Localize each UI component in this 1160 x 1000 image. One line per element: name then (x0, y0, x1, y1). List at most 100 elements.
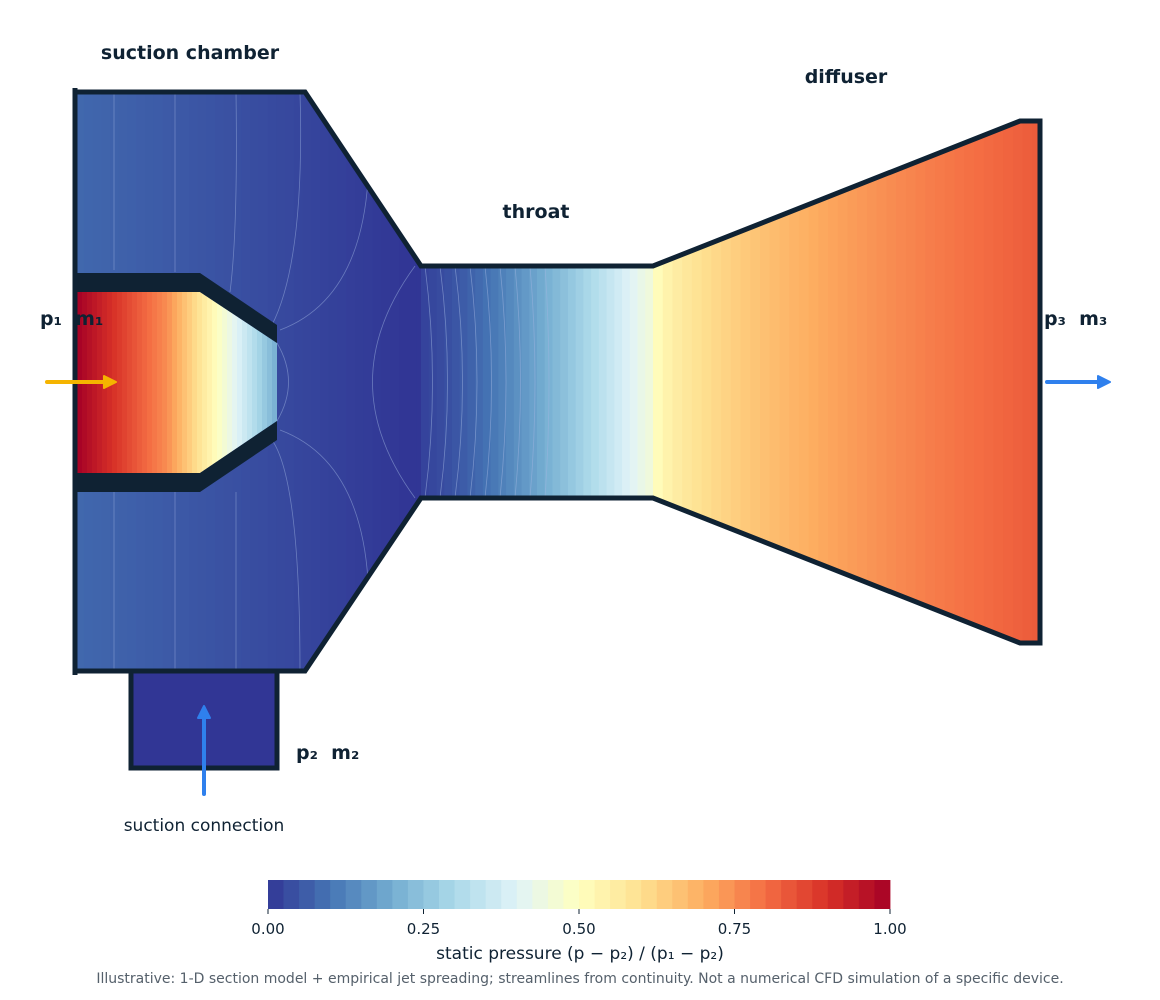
throat-contours (424, 266, 550, 498)
field-strip (363, 92, 374, 671)
colorbar-segment (439, 880, 455, 909)
label-secondary-inlet: p₂ m₂ (296, 742, 359, 764)
label-diffuser: diffuser (805, 66, 888, 88)
colorbar-segment (827, 880, 844, 909)
field-strip (567, 266, 577, 498)
field-strip (583, 266, 592, 498)
field-strip (866, 121, 878, 643)
colorbar-segment (687, 880, 704, 909)
colorbar-segment (703, 880, 720, 909)
field-strip (964, 121, 975, 643)
field-strip (575, 266, 584, 498)
field-strip (1032, 121, 1040, 643)
colorbar-segment (734, 880, 751, 909)
field-strip (137, 292, 143, 473)
field-strip (691, 121, 703, 643)
field-strip (857, 121, 868, 643)
field-strip (498, 266, 507, 498)
field-strip (421, 266, 430, 498)
colorbar-segment (563, 880, 580, 909)
field-strip (207, 292, 213, 473)
field-strip (779, 121, 790, 643)
colorbar-segment (361, 880, 378, 909)
field-strip (475, 266, 484, 498)
field-strip (117, 292, 123, 473)
colorbar-segment (796, 880, 813, 909)
field-strip (416, 92, 421, 671)
colorbar-segment (781, 880, 798, 909)
field-strip (645, 266, 653, 498)
field-strip (789, 121, 800, 643)
field-strip (1022, 121, 1033, 643)
field-strip (896, 121, 907, 643)
colorbar-segment (454, 880, 471, 909)
field-strip (614, 266, 623, 498)
field-strip (285, 92, 295, 671)
field-strip (237, 292, 243, 473)
field-strip (521, 266, 530, 498)
label-outlet: p₃ m₃ (1044, 308, 1107, 330)
field-strip (740, 121, 751, 643)
field-strip (372, 92, 382, 671)
field-strip (672, 121, 683, 643)
field-strip (320, 92, 330, 671)
field-strip (212, 292, 218, 473)
colorbar-tick-label: 0.25 (407, 920, 440, 938)
colorbar-segment (750, 880, 766, 909)
label-suction-connection: suction connection (124, 816, 285, 836)
field-strip (490, 266, 499, 498)
field-strip (721, 121, 732, 643)
field-strip (242, 292, 248, 473)
colorbar-segment (579, 880, 595, 909)
secondary-inlet-arrow (197, 705, 211, 796)
field-strip (560, 266, 569, 498)
field-strip (808, 121, 819, 643)
field-strip (182, 292, 188, 473)
field-strip (302, 92, 312, 671)
field-strip (346, 92, 356, 671)
field-strip (398, 92, 409, 671)
field-strip (905, 121, 917, 643)
field-strip (267, 292, 273, 473)
colorbar-segment (656, 880, 673, 909)
field-strip (759, 121, 771, 643)
field-strip (177, 292, 183, 473)
colorbar-tick-label: 1.00 (873, 920, 906, 938)
field-strip (944, 121, 956, 643)
colorbar-segment (423, 880, 440, 909)
field-strip (247, 292, 253, 473)
field-strip (935, 121, 946, 643)
field-strip (837, 121, 849, 643)
field-strip (591, 266, 600, 498)
colorbar-segment (610, 880, 627, 909)
colorbar-tick-label: 0.75 (718, 920, 751, 938)
colorbar-segment (376, 880, 393, 909)
colorbar-segment (470, 880, 487, 909)
colorbar-segment (812, 880, 829, 909)
field-strip (459, 266, 468, 498)
field-strip (172, 292, 178, 473)
field-strip (983, 121, 994, 643)
field-strip (167, 292, 173, 473)
field-strip (127, 292, 133, 473)
field-strip (436, 266, 445, 498)
field-strip (622, 266, 631, 498)
field-strip (886, 121, 897, 643)
field-strip (750, 121, 761, 643)
label-throat: throat (503, 201, 570, 223)
colorbar-segment (641, 880, 658, 909)
diffuser-field (653, 121, 1040, 643)
field-strip (390, 92, 400, 671)
field-strip (222, 292, 228, 473)
field-strip (192, 292, 198, 473)
field-strip (293, 92, 304, 671)
field-strip (152, 292, 158, 473)
field-strip (701, 121, 712, 643)
colorbar-segment (501, 880, 518, 909)
nozzle-wall-lower (75, 421, 277, 492)
field-strip (606, 266, 615, 498)
colorbar-segment (299, 880, 316, 909)
field-strip (637, 266, 646, 498)
field-strip (506, 266, 515, 498)
colorbar-segment (858, 880, 875, 909)
